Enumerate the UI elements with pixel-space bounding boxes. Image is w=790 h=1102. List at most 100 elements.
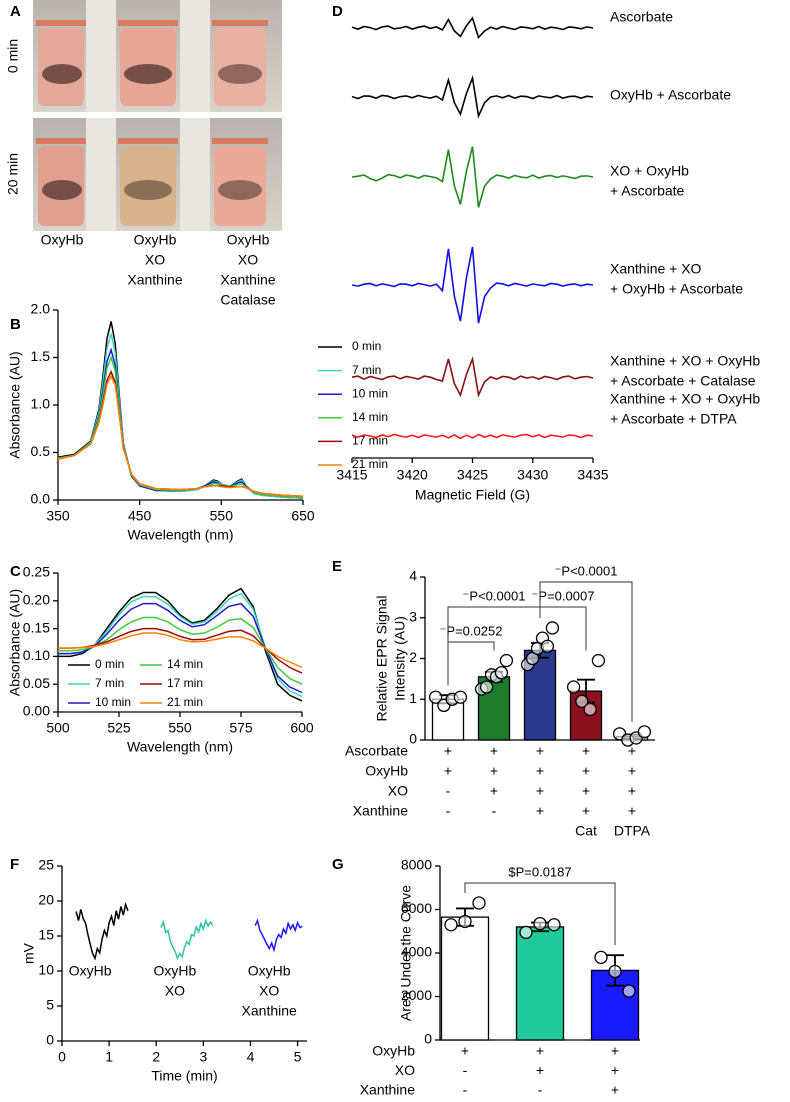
x-tick-label: 4 [247,1049,255,1065]
x-tick-label: 3 [199,1049,207,1065]
x-tick-label: 450 [128,508,152,524]
series-line [58,632,303,669]
series-line [57,374,304,497]
y-tick-label: 3 [409,608,417,624]
y-tick-label: 15 [38,927,54,943]
condition-name: Xanthine [360,1082,415,1097]
panel-label: A [10,3,21,20]
spectrum-line [351,246,594,324]
x-tick-label: 0 [58,1049,66,1065]
y-tick-label: 0 [424,1031,432,1047]
trace-label: Xanthine [242,1003,297,1019]
condition-value: + [628,763,636,779]
x-tick-label: 3420 [397,467,428,483]
panel-label: E [332,558,342,575]
x-tick-label: 350 [46,508,70,524]
y-tick-label: 4 [409,568,417,584]
series-line [58,627,303,674]
data-point [499,653,514,668]
legend-label: 10 min [352,386,388,400]
panel-label: D [332,3,343,20]
y-tick-label: 4000 [401,944,432,960]
y-tick-label: 0.5 [31,443,51,459]
panel-label: G [332,856,344,873]
y-tick-label: 0.15 [23,619,50,635]
condition-value: + [582,783,590,799]
legend-label: 10 min [95,695,131,709]
series-line [254,918,303,953]
condition-value: + [444,763,452,779]
data-point [540,639,555,653]
condition-value: + [628,743,636,759]
data-point [594,950,608,964]
condition-name: Ascorbate [345,743,408,759]
trace-label: Ascorbate [610,9,673,25]
x-tick-label: 525 [107,720,131,736]
p-value-label: $P=0.0187 [508,864,571,879]
bar [440,916,490,1041]
x-tick-label: 550 [210,508,234,524]
y-tick-label: 8000 [401,857,432,873]
y-tick-label: 25 [38,857,54,873]
y-tick-label: 0.05 [23,675,50,691]
series-line [75,901,129,961]
p-value-label: ⁻P<0.0001 [555,563,618,578]
condition-name: XO [388,783,408,799]
trace-label: Xanthine + XO + OxyHb [610,391,760,407]
condition-value: + [490,783,498,799]
condition-value: DTPA [614,823,651,839]
panel-label: B [10,316,21,333]
y-tick-label: 0 [46,1032,54,1048]
x-tick-label: 650 [291,508,315,524]
condition-value: + [582,803,590,819]
series-line [57,321,304,499]
legend-label: 0 min [352,339,381,353]
trace-label: + Ascorbate + Catalase [610,373,756,389]
caption: OxyHb [134,232,177,248]
data-point [637,725,652,739]
caption: XO [145,252,165,268]
condition-name: OxyHb [365,763,408,779]
series-line [160,918,214,961]
x-tick-label: 575 [229,720,253,736]
condition-value: + [611,1062,619,1078]
trace-label: + Ascorbate + DTPA [610,411,737,427]
trace-label: OxyHb [69,963,112,979]
condition-value: - [538,1082,543,1097]
condition-value: + [536,763,544,779]
condition-value: + [628,803,636,819]
data-point [472,896,486,910]
row-label: 20 min [5,153,21,195]
trace-label: XO [165,983,185,999]
y-tick-label: 0.00 [23,703,50,719]
condition-value: + [536,1043,544,1059]
legend-label: 17 min [167,676,203,690]
y-tick-label: 2000 [401,987,432,1003]
p-value-label: ⁻P=0.0252 [440,623,503,638]
series-line [57,333,304,499]
y-axis-title: Absorbance (AU) [7,351,23,458]
spectrum-line [351,74,594,119]
data-point [428,690,443,704]
x-tick-label: 3430 [517,467,548,483]
legend-label: 7 min [352,363,381,377]
y-tick-label: 0.20 [23,592,50,608]
y-tick-label: 20 [38,892,54,908]
condition-value: - [446,803,451,819]
y-tick-label: 0.10 [23,647,50,663]
x-tick-label: 3415 [336,467,367,483]
y-tick-label: 5 [46,997,54,1013]
condition-value: + [536,1062,544,1078]
data-point [591,653,606,668]
y-tick-label: 0 [409,731,417,747]
condition-value: + [628,783,636,799]
y-tick-label: 1 [409,690,417,706]
caption: OxyHb [41,232,84,248]
y-tick-label: 2.0 [31,301,51,317]
row-label: 0 min [5,39,21,73]
significance-bracket [539,581,633,722]
p-value-label: ⁻P<0.0001 [463,588,526,603]
y-axis-title: Relative EPR Signal [374,595,390,721]
trace-label: XO [259,983,279,999]
